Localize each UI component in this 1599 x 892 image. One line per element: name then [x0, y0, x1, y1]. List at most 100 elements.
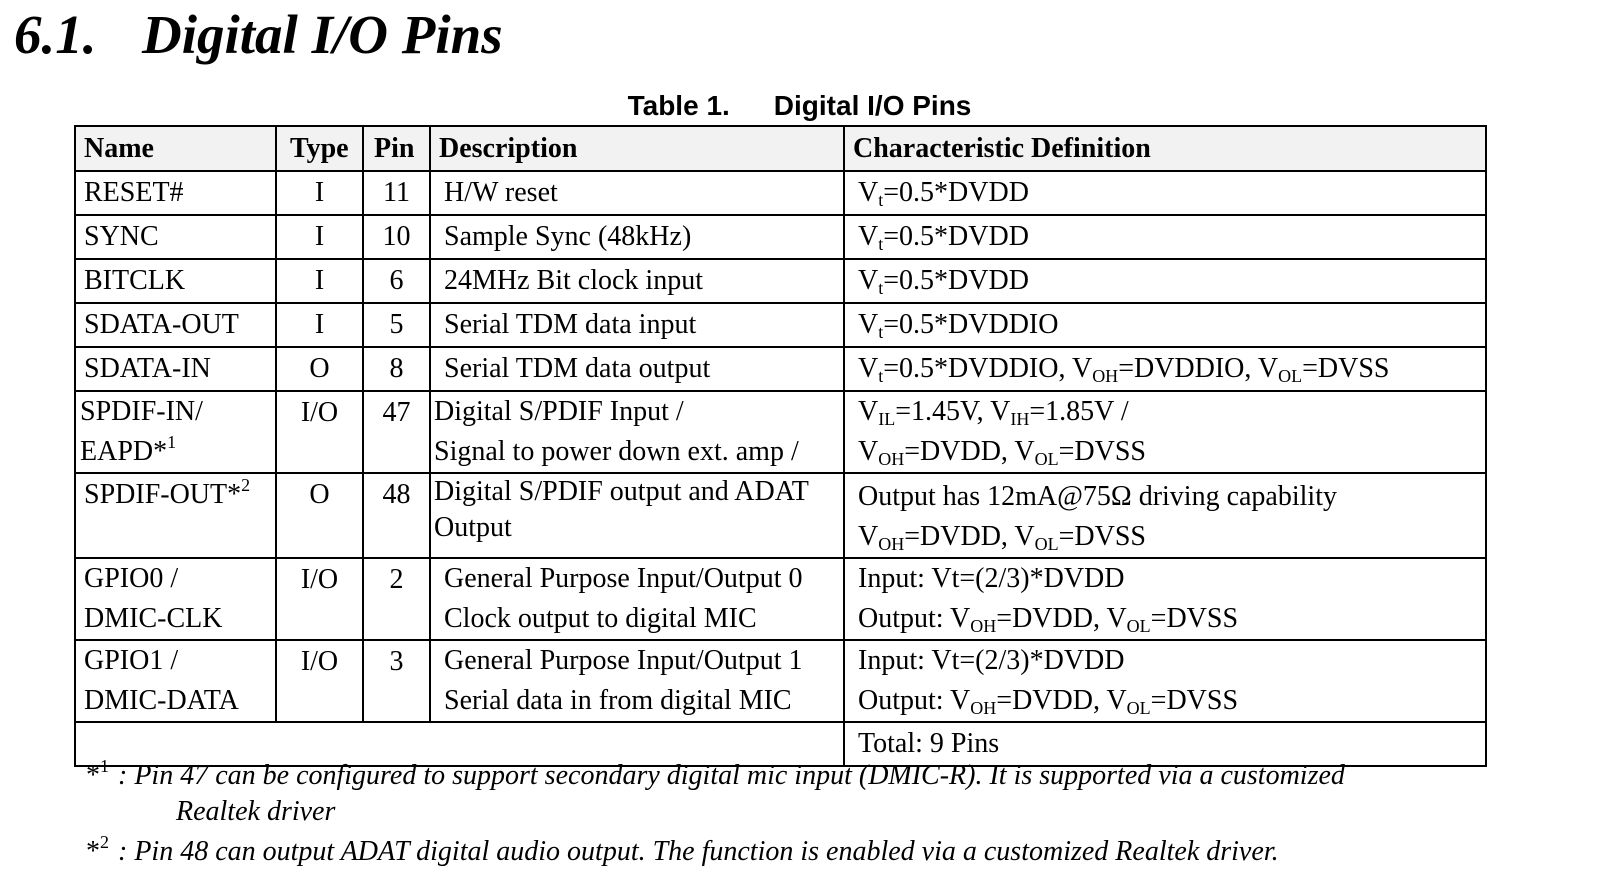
table-row: GPIO1 / DMIC-DATA I/O 3 General Purpose … — [74, 639, 1487, 723]
pin-characteristic: VIL=1.45V, VIH=1.85V / VOH=DVDD, VOL=DVS… — [843, 390, 1487, 474]
pin-number: 5 — [362, 302, 431, 348]
footnote-1-continuation: Realtek driver — [176, 796, 336, 827]
pin-description-line-1: General Purpose Input/Output 0 — [444, 563, 803, 594]
pin-characteristic: Vt=0.5*DVDD — [843, 258, 1487, 304]
pin-characteristic-line-2: Output: VOH=DVDD, VOL=DVSS — [858, 685, 1239, 718]
pin-description: Digital S/PDIF Input / Signal to power d… — [429, 390, 845, 474]
pin-name: BITCLK — [74, 258, 277, 304]
pin-name-line-1: GPIO1 / — [84, 645, 179, 676]
pin-description-line-2: Serial data in from digital MIC — [444, 685, 792, 716]
pin-description-line-2: Clock output to digital MIC — [444, 603, 757, 634]
pin-description: Serial TDM data input — [429, 302, 845, 348]
section-heading: 6.1. Digital I/O Pins — [14, 4, 503, 66]
pin-characteristic-line-2: VOH=DVDD, VOL=DVSS — [858, 436, 1147, 469]
pin-name-line-2: DMIC-CLK — [84, 603, 223, 634]
pin-characteristic: Output has 12mA@75Ω driving capability V… — [843, 472, 1487, 559]
pin-description-line-1: General Purpose Input/Output 1 — [444, 645, 803, 676]
pin-description-line-1: Digital S/PDIF Input / — [434, 396, 684, 427]
pin-name-line-2: DMIC-DATA — [84, 685, 239, 716]
pin-name-line-1: GPIO0 / — [84, 563, 179, 594]
total-pins: Total: 9 Pins — [843, 721, 1487, 767]
pin-description: Sample Sync (48kHz) — [429, 214, 845, 260]
pin-name: SPDIF-OUT*2 — [74, 472, 277, 559]
pin-characteristic-line-2: Output: VOH=DVDD, VOL=DVSS — [858, 603, 1239, 636]
table-row: SYNC I 10 Sample Sync (48kHz) Vt=0.5*DVD… — [74, 214, 1487, 260]
pin-type: I — [275, 302, 364, 348]
pin-number: 47 — [362, 390, 431, 474]
pin-name-line-2: EAPD*1 — [80, 432, 177, 467]
pin-description: General Purpose Input/Output 0 Clock out… — [429, 557, 845, 641]
pin-description-line-2: Signal to power down ext. amp / — [434, 436, 799, 467]
section-title: Digital I/O Pins — [142, 4, 503, 65]
table-caption: Table 1. Digital I/O Pins — [0, 88, 1599, 124]
pin-description-line-1: Digital S/PDIF output and ADAT — [434, 476, 809, 507]
footnote-1: *1 : Pin 47 can be configured to support… — [86, 756, 1506, 830]
table-row: SPDIF-OUT*2 O 48 Digital S/PDIF output a… — [74, 472, 1487, 559]
pin-characteristic-line-1: Input: Vt=(2/3)*DVDD — [858, 563, 1125, 594]
pin-characteristic: Vt=0.5*DVDD — [843, 170, 1487, 216]
pin-number: 6 — [362, 258, 431, 304]
footnote-1-mark: *1 — [86, 756, 109, 791]
pin-description: 24MHz Bit clock input — [429, 258, 845, 304]
table-caption-label: Table 1. — [627, 90, 730, 121]
pin-description: Digital S/PDIF output and ADAT Output — [429, 472, 845, 559]
header-name: Name — [74, 125, 277, 172]
pin-name: SYNC — [74, 214, 277, 260]
pin-characteristic-line-2: VOH=DVDD, VOL=DVSS — [858, 521, 1147, 554]
pin-type: O — [275, 472, 364, 559]
table-row: RESET# I 11 H/W reset Vt=0.5*DVDD — [74, 170, 1487, 216]
digital-io-pins-table: Name Type Pin Description Characteristic… — [74, 125, 1487, 767]
pin-characteristic: Vt=0.5*DVDDIO — [843, 302, 1487, 348]
footnote-2: *2 : Pin 48 can output ADAT digital audi… — [86, 832, 1506, 870]
footnote-2-mark: *2 — [86, 832, 109, 867]
pin-characteristic: Vt=0.5*DVDDIO, VOH=DVDDIO, VOL=DVSS — [843, 346, 1487, 392]
pin-name: GPIO1 / DMIC-DATA — [74, 639, 277, 723]
pin-characteristic-line-1: Input: Vt=(2/3)*DVDD — [858, 645, 1125, 676]
pin-characteristic-line-1: Output has 12mA@75Ω driving capability — [858, 481, 1337, 512]
pin-name: SPDIF-IN/ EAPD*1 — [74, 390, 277, 474]
pin-type: I/O — [275, 390, 364, 474]
footnote-1-text: : Pin 47 can be configured to support se… — [118, 760, 1345, 791]
pin-name: RESET# — [74, 170, 277, 216]
pin-type: O — [275, 346, 364, 392]
pin-characteristic-line-1: VIL=1.45V, VIH=1.85V / — [858, 396, 1129, 429]
pin-name-line-1: SPDIF-IN/ — [80, 396, 203, 427]
header-type: Type — [275, 125, 364, 172]
header-characteristic: Characteristic Definition — [843, 125, 1487, 172]
pin-characteristic: Input: Vt=(2/3)*DVDD Output: VOH=DVDD, V… — [843, 639, 1487, 723]
table-header-row: Name Type Pin Description Characteristic… — [74, 125, 1487, 172]
table-total-row: Total: 9 Pins — [74, 721, 1487, 767]
pin-number: 48 — [362, 472, 431, 559]
table-row: GPIO0 / DMIC-CLK I/O 2 General Purpose I… — [74, 557, 1487, 641]
footnotes: *1 : Pin 47 can be configured to support… — [86, 756, 1506, 874]
pin-type: I — [275, 170, 364, 216]
pin-number: 3 — [362, 639, 431, 723]
pin-type: I/O — [275, 639, 364, 723]
pin-description-line-2: Output — [434, 512, 512, 543]
footnote-2-text: : Pin 48 can output ADAT digital audio o… — [118, 836, 1279, 867]
pin-characteristic: Vt=0.5*DVDD — [843, 214, 1487, 260]
pin-name: SDATA-OUT — [74, 302, 277, 348]
pin-type: I — [275, 214, 364, 260]
pin-number: 2 — [362, 557, 431, 641]
pin-description: H/W reset — [429, 170, 845, 216]
table-caption-title: Digital I/O Pins — [773, 90, 972, 121]
pin-characteristic: Input: Vt=(2/3)*DVDD Output: VOH=DVDD, V… — [843, 557, 1487, 641]
pin-number: 11 — [362, 170, 431, 216]
total-empty-cell — [74, 721, 845, 767]
header-description: Description — [429, 125, 845, 172]
pin-description: Serial TDM data output — [429, 346, 845, 392]
pin-name: GPIO0 / DMIC-CLK — [74, 557, 277, 641]
table-row: BITCLK I 6 24MHz Bit clock input Vt=0.5*… — [74, 258, 1487, 304]
pin-type: I/O — [275, 557, 364, 641]
section-number: 6.1. — [14, 4, 97, 65]
pin-name: SDATA-IN — [74, 346, 277, 392]
pin-number: 8 — [362, 346, 431, 392]
pin-number: 10 — [362, 214, 431, 260]
pin-description: General Purpose Input/Output 1 Serial da… — [429, 639, 845, 723]
table-row: SPDIF-IN/ EAPD*1 I/O 47 Digital S/PDIF I… — [74, 390, 1487, 474]
table-row: SDATA-OUT I 5 Serial TDM data input Vt=0… — [74, 302, 1487, 348]
header-pin: Pin — [362, 125, 431, 172]
pin-type: I — [275, 258, 364, 304]
table-row: SDATA-IN O 8 Serial TDM data output Vt=0… — [74, 346, 1487, 392]
